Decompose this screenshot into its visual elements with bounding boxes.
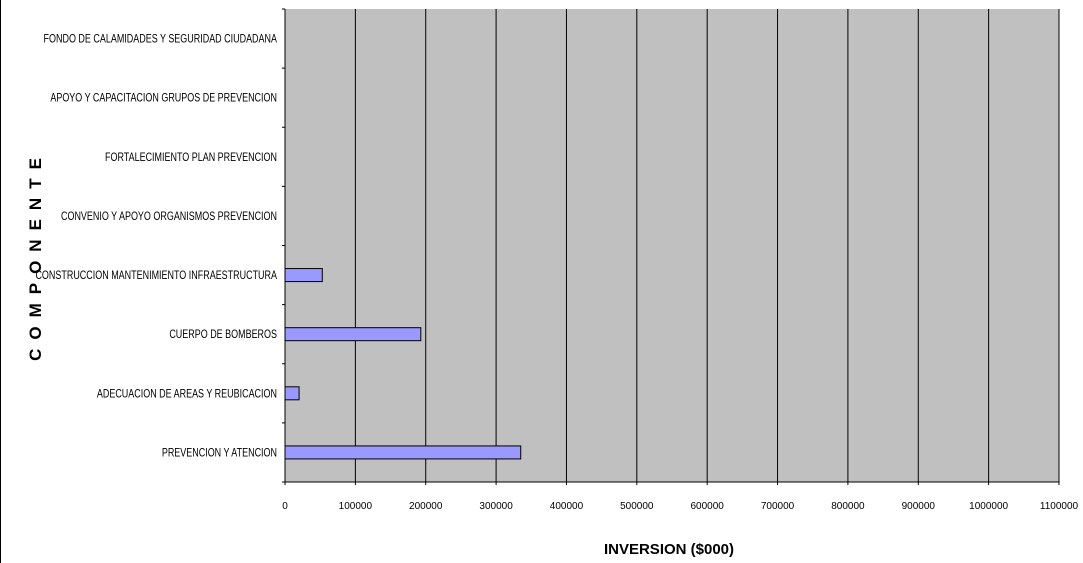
- category-labels: PREVENCION Y ATENCION ADECUACION DE AREAS…: [35, 34, 277, 460]
- category-label: ADECUACION DE AREAS Y REUBICACION: [97, 388, 277, 400]
- gridlines: [354, 9, 1060, 482]
- x-tick-label: 0: [282, 501, 288, 512]
- x-tick-label: 600000: [690, 501, 724, 512]
- bar: [284, 327, 422, 342]
- x-tick-label: 400000: [550, 501, 584, 512]
- category-label: FONDO DE CALAMIDADES Y SEGURIDAD CIUDADA…: [44, 34, 278, 46]
- x-tick-label: 1000000: [969, 501, 1008, 512]
- bar: [284, 268, 323, 283]
- x-tick-label: 800000: [831, 501, 865, 512]
- category-label: CONVENIO Y APOYO ORGANISMOS PREVENCION: [61, 211, 277, 223]
- x-tick-label: 700000: [761, 501, 795, 512]
- category-label: CONSTRUCCION MANTENIMIENTO INFRAESTRUCTU…: [35, 270, 277, 282]
- plot-area: [285, 9, 1059, 482]
- x-tick-label: 100000: [339, 501, 373, 512]
- x-axis-title: INVERSION ($000): [604, 541, 734, 558]
- y-axis-title: COMPONENTE: [26, 149, 45, 361]
- category-label: CUERPO DE BOMBEROS: [169, 329, 277, 341]
- axes: [282, 8, 1060, 485]
- x-tick-label: 300000: [479, 501, 513, 512]
- x-tick-label: 1100000: [1040, 501, 1079, 512]
- bar: [284, 386, 300, 401]
- category-label: PREVENCION Y ATENCION: [162, 447, 277, 459]
- category-label: APOYO Y CAPACITACION GRUPOS DE PREVENCIO…: [50, 93, 277, 105]
- x-tick-label: 200000: [409, 501, 443, 512]
- x-tick-labels: 0 100000 200000 300000 400000 500000 600000 700…: [282, 501, 1078, 512]
- x-tick-label: 500000: [620, 501, 654, 512]
- category-label: FORTALECIMIENTO PLAN PREVENCION: [105, 152, 277, 164]
- bars: [284, 268, 522, 460]
- bar: [284, 445, 522, 460]
- x-tick-label: 900000: [902, 501, 936, 512]
